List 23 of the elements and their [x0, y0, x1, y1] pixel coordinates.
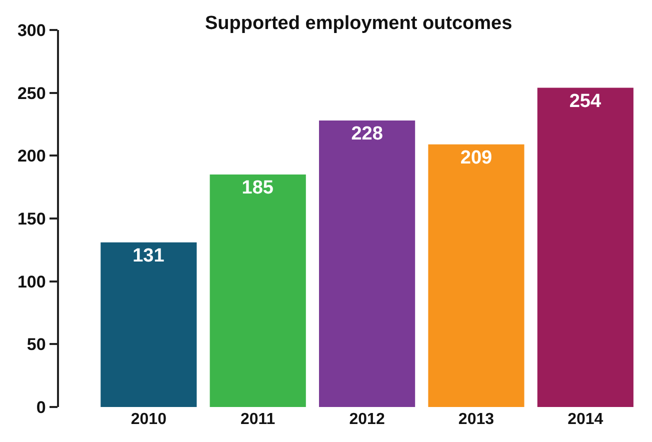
y-tick-label: 0 [36, 398, 46, 417]
y-tick-label: 150 [17, 209, 46, 228]
y-tick-label: 300 [17, 20, 46, 40]
y-tick-label: 200 [17, 146, 46, 166]
x-tick-label: 2011 [240, 411, 276, 428]
x-tick-label: 2014 [568, 411, 604, 428]
data-label: 228 [351, 123, 383, 144]
bar [210, 174, 306, 407]
data-label: 254 [569, 90, 602, 112]
x-tick-label: 2010 [130, 411, 167, 428]
y-tick-label: 50 [26, 335, 46, 354]
data-label: 131 [132, 245, 165, 266]
data-label: 209 [460, 147, 492, 168]
y-tick-label: 100 [17, 272, 46, 292]
bar [100, 242, 197, 407]
bar [537, 88, 634, 407]
bar [428, 144, 524, 407]
y-tick-label: 250 [17, 84, 46, 103]
x-tick-label: 2012 [349, 411, 385, 428]
data-label: 185 [242, 178, 274, 199]
bar [319, 120, 416, 407]
chart-title: Supported employment outcomes [205, 12, 512, 34]
x-tick-label: 2013 [458, 411, 494, 428]
